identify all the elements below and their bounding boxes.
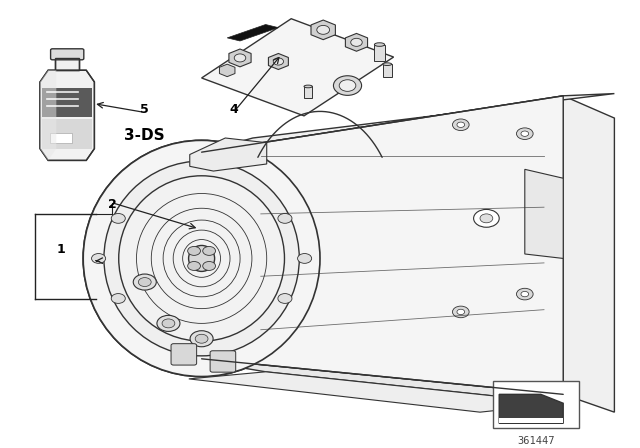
Circle shape (111, 293, 125, 303)
Polygon shape (189, 372, 563, 412)
Circle shape (317, 26, 330, 34)
Circle shape (133, 274, 156, 290)
Circle shape (516, 289, 533, 300)
Ellipse shape (83, 140, 320, 376)
Polygon shape (311, 20, 335, 40)
Circle shape (227, 319, 241, 328)
Text: 361447: 361447 (517, 436, 555, 446)
Ellipse shape (119, 176, 285, 341)
Ellipse shape (83, 140, 320, 376)
Bar (50, 133, 72, 143)
Polygon shape (40, 70, 95, 160)
Circle shape (516, 128, 533, 139)
Circle shape (452, 306, 469, 318)
Ellipse shape (304, 85, 312, 88)
Circle shape (351, 39, 362, 46)
Circle shape (457, 122, 465, 127)
Text: 1: 1 (56, 243, 65, 256)
Bar (499, 418, 563, 423)
Text: 4: 4 (229, 103, 238, 116)
Circle shape (157, 315, 180, 332)
Bar (304, 86, 312, 98)
Text: 2: 2 (108, 198, 116, 211)
Polygon shape (189, 359, 563, 403)
Polygon shape (346, 34, 367, 51)
Ellipse shape (374, 43, 385, 46)
Polygon shape (525, 169, 563, 258)
Polygon shape (227, 25, 278, 41)
Bar (42, 119, 92, 149)
Bar (374, 44, 385, 61)
Polygon shape (189, 138, 267, 171)
Polygon shape (202, 94, 614, 152)
Circle shape (457, 309, 465, 314)
Bar (42, 88, 92, 117)
Polygon shape (268, 53, 289, 69)
Polygon shape (202, 19, 394, 116)
Bar (55, 58, 79, 70)
Polygon shape (229, 49, 251, 67)
Polygon shape (563, 96, 614, 412)
Bar (493, 381, 579, 428)
Polygon shape (202, 96, 563, 394)
Circle shape (278, 293, 292, 303)
Polygon shape (220, 64, 235, 77)
Bar (383, 64, 392, 77)
FancyBboxPatch shape (171, 344, 196, 365)
Ellipse shape (189, 246, 214, 271)
Circle shape (298, 254, 312, 263)
Circle shape (138, 278, 151, 287)
Polygon shape (40, 70, 56, 160)
Circle shape (92, 254, 106, 263)
Circle shape (339, 80, 356, 91)
Circle shape (521, 131, 529, 136)
Circle shape (521, 291, 529, 297)
Circle shape (162, 319, 175, 328)
Text: 3-DS: 3-DS (124, 129, 164, 143)
Circle shape (190, 331, 213, 347)
Circle shape (163, 189, 177, 198)
Circle shape (203, 262, 216, 271)
Ellipse shape (383, 63, 392, 65)
Circle shape (188, 246, 200, 255)
Circle shape (111, 214, 125, 223)
Circle shape (452, 119, 469, 130)
Circle shape (188, 262, 200, 271)
Circle shape (163, 319, 177, 328)
Circle shape (480, 214, 493, 223)
Text: 5: 5 (140, 103, 148, 116)
Circle shape (234, 54, 246, 62)
Circle shape (195, 334, 208, 343)
Ellipse shape (104, 161, 300, 356)
Circle shape (333, 76, 362, 95)
FancyBboxPatch shape (210, 351, 236, 372)
Circle shape (203, 246, 216, 255)
Circle shape (227, 189, 241, 198)
Polygon shape (499, 394, 563, 423)
FancyBboxPatch shape (51, 49, 84, 60)
Circle shape (474, 209, 499, 227)
Circle shape (273, 58, 284, 65)
Circle shape (278, 214, 292, 223)
Bar (55, 58, 79, 70)
